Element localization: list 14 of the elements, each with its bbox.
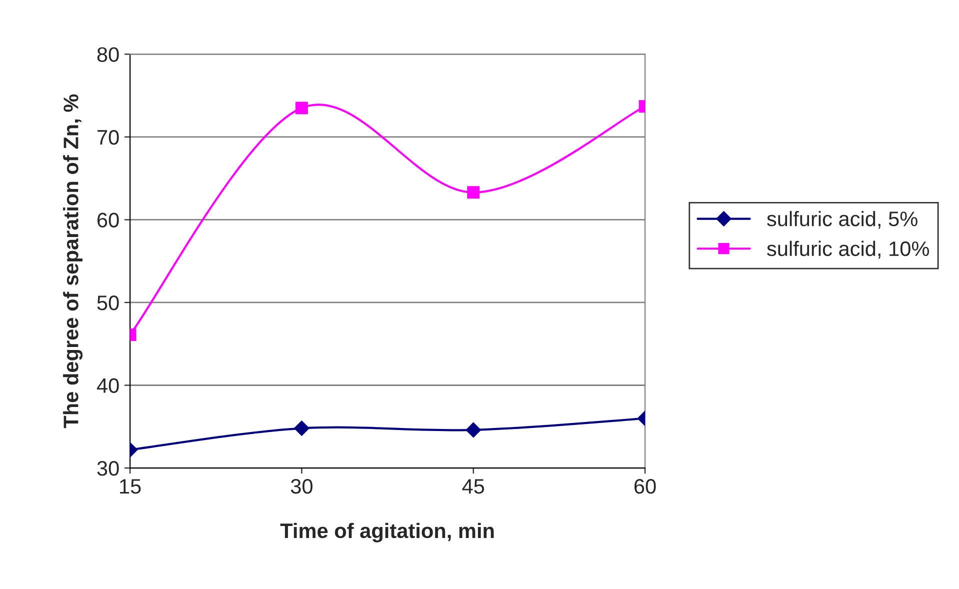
x-tick-label: 45 [462,479,484,494]
legend-label: sulfuric acid, 5% [767,210,918,229]
x-tick-label: 60 [634,478,656,494]
legend-label: sulfuric acid, 10% [767,240,929,259]
y-tick-label: 60 [98,212,119,228]
x-axis-title: Time of agitation, min [280,522,494,542]
y-tick-label: 40 [96,378,119,394]
x-tick-label: 15 [120,479,141,494]
x-tick-label: 30 [290,478,312,494]
y-tick-label: 50 [97,295,119,310]
y-axis-title: The degree of separation of Zn, % [63,94,83,428]
y-tick-label: 70 [98,130,119,145]
y-tick-label: 30 [97,461,119,476]
y-tick-label: 80 [97,47,119,62]
